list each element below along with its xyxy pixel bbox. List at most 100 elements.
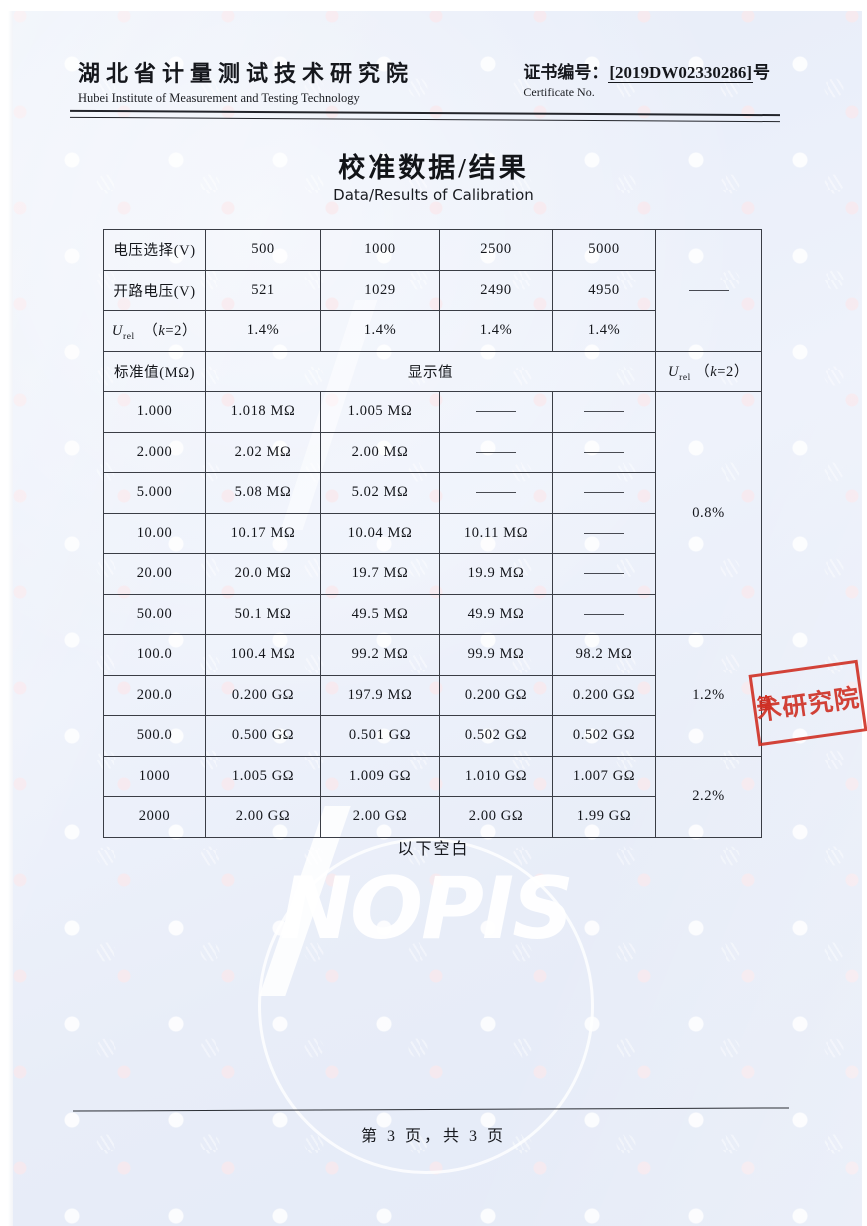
standard-value: 500.0 [103,715,206,757]
displayed-value-0: 0.200 GΩ [205,674,321,716]
urel-voltage-cell-3: 1.4% [552,310,656,352]
label-urel-header: Urel （k=2） [655,350,762,392]
scan-edge-top [0,0,867,11]
label-open-circuit-voltage: 开路电压(V) [103,269,206,311]
label-voltage-select: 电压选择(V) [103,229,206,271]
dash-placeholder-icon [584,613,624,615]
displayed-value-1: 197.9 MΩ [320,674,440,716]
displayed-value-3: 1.99 GΩ [552,796,656,838]
standard-value: 200.0 [103,674,206,716]
dash-placeholder-icon [476,411,516,413]
displayed-value-2: 49.9 MΩ [439,593,553,635]
organization-block: 湖北省计量测试技术研究院 Hubei Institute of Measurem… [78,56,414,106]
displayed-value-3: 98.2 MΩ [552,634,656,676]
standard-value: 100.0 [103,634,206,676]
voltage-select-cell-1: 1000 [320,229,440,271]
scan-edge-right [862,0,867,1226]
label-standard-value: 标准值(MΩ) [103,350,206,392]
voltage-select-cell-0: 500 [205,229,321,271]
displayed-value-3 [552,593,656,635]
displayed-value-0: 20.0 MΩ [205,553,321,595]
uncertainty-group-1: 1.2% [655,634,762,757]
table-row-open-circuit-voltage: 开路电压(V) 521 1029 2490 4950 [103,269,762,311]
uncertainty-cell-none [655,229,762,352]
displayed-value-0: 50.1 MΩ [205,593,321,635]
displayed-value-2 [439,472,553,514]
stamp-secondary-text: 篁 [756,694,775,715]
displayed-value-3: 0.502 GΩ [552,715,656,757]
table-row: 500.0 0.500 GΩ 0.501 GΩ 0.502 GΩ 0.502 G… [103,715,762,757]
voltage-select-cell-2: 2500 [439,229,553,271]
table-row: 1.000 1.018 MΩ 1.005 MΩ 0.8% [103,391,762,635]
table-row: 200.0 0.200 GΩ 197.9 MΩ 0.200 GΩ 0.200 G… [103,674,762,716]
displayed-value-1: 1.009 GΩ [320,755,440,797]
certificate-number-label: 证书编号： [523,63,609,82]
displayed-value-2: 2.00 GΩ [439,796,553,838]
page-title-cn: 校准数据/结果 [338,153,529,183]
table-row-voltage-select: 电压选择(V) 500 1000 2500 5000 [103,229,762,352]
displayed-value-3 [552,472,656,514]
table-row: 2000 2.00 GΩ 2.00 GΩ 2.00 GΩ 1.99 GΩ [103,796,762,838]
open-circuit-cell-1: 1029 [320,269,440,311]
displayed-value-0: 100.4 MΩ [205,634,321,676]
displayed-value-2: 0.200 GΩ [439,674,553,716]
displayed-value-0: 2.00 GΩ [205,796,321,838]
displayed-value-2: 99.9 MΩ [439,634,553,676]
label-displayed-value: 显示值 [205,350,656,392]
displayed-value-3: 1.007 GΩ [552,755,656,797]
displayed-value-0: 1.005 GΩ [205,755,321,797]
displayed-value-3 [552,553,656,595]
displayed-value-1: 2.00 GΩ [320,796,440,838]
certificate-number-block: 证书编号：[2019DW02330286]号 Certificate No. [523,58,770,100]
dash-placeholder-icon [476,451,516,453]
displayed-value-1: 2.00 MΩ [320,431,440,473]
table-row: 100.0 100.4 MΩ 99.2 MΩ 99.9 MΩ 98.2 MΩ 1… [103,634,762,757]
displayed-value-1: 49.5 MΩ [320,593,440,635]
page-title-en: Data/Results of Calibration [333,186,534,204]
table-row: 50.00 50.1 MΩ 49.5 MΩ 49.9 MΩ [103,593,762,635]
dash-placeholder-icon [688,289,729,291]
standard-value: 20.00 [103,553,206,595]
displayed-value-2 [439,391,553,433]
table-row: 2.000 2.02 MΩ 2.00 MΩ [103,431,762,473]
label-urel-voltage: Urel （k=2） [103,310,206,352]
displayed-value-0: 5.08 MΩ [205,472,321,514]
table-row: 20.00 20.0 MΩ 19.7 MΩ 19.9 MΩ [103,553,762,595]
uncertainty-group-0: 0.8% [655,391,762,635]
displayed-value-2: 10.11 MΩ [439,512,553,554]
displayed-value-3 [552,512,656,554]
dash-placeholder-icon [584,411,624,413]
urel-voltage-cell-2: 1.4% [439,310,553,352]
open-circuit-cell-2: 2490 [439,269,553,311]
dash-placeholder-icon [584,532,624,534]
displayed-value-1: 10.04 MΩ [320,512,440,554]
table-row: 5.000 5.08 MΩ 5.02 MΩ [103,472,762,514]
displayed-value-0: 2.02 MΩ [205,431,321,473]
displayed-value-3 [552,391,656,433]
displayed-value-1: 19.7 MΩ [320,553,440,595]
displayed-value-2: 19.9 MΩ [439,553,553,595]
standard-value: 2.000 [103,431,206,473]
displayed-value-2: 0.502 GΩ [439,715,553,757]
standard-value: 1000 [103,755,206,797]
urel-voltage-cell-0: 1.4% [205,310,321,352]
displayed-value-0: 10.17 MΩ [205,512,321,554]
standard-value: 10.00 [103,512,206,554]
table-row-urel-voltage: Urel （k=2） 1.4% 1.4% 1.4% 1.4% [103,310,762,352]
table-row-column-headers: 标准值(MΩ) 显示值 Urel （k=2） [103,350,762,392]
calibration-table-body: 电压选择(V) 500 1000 2500 5000 开路电压(V) 521 1… [103,229,762,838]
displayed-value-0: 0.500 GΩ [205,715,321,757]
dash-placeholder-icon [584,573,624,575]
calibration-table: 电压选择(V) 500 1000 2500 5000 开路电压(V) 521 1… [103,229,762,838]
open-circuit-cell-3: 4950 [552,269,656,311]
displayed-value-3 [552,431,656,473]
standard-value: 2000 [103,796,206,838]
letterhead: 湖北省计量测试技术研究院 Hubei Institute of Measurem… [78,56,778,106]
displayed-value-0: 1.018 MΩ [205,391,321,433]
displayed-value-1: 5.02 MΩ [320,472,440,514]
dash-placeholder-icon [584,451,624,453]
displayed-value-2: 1.010 GΩ [439,755,553,797]
displayed-value-3: 0.200 GΩ [552,674,656,716]
urel-voltage-cell-1: 1.4% [320,310,440,352]
